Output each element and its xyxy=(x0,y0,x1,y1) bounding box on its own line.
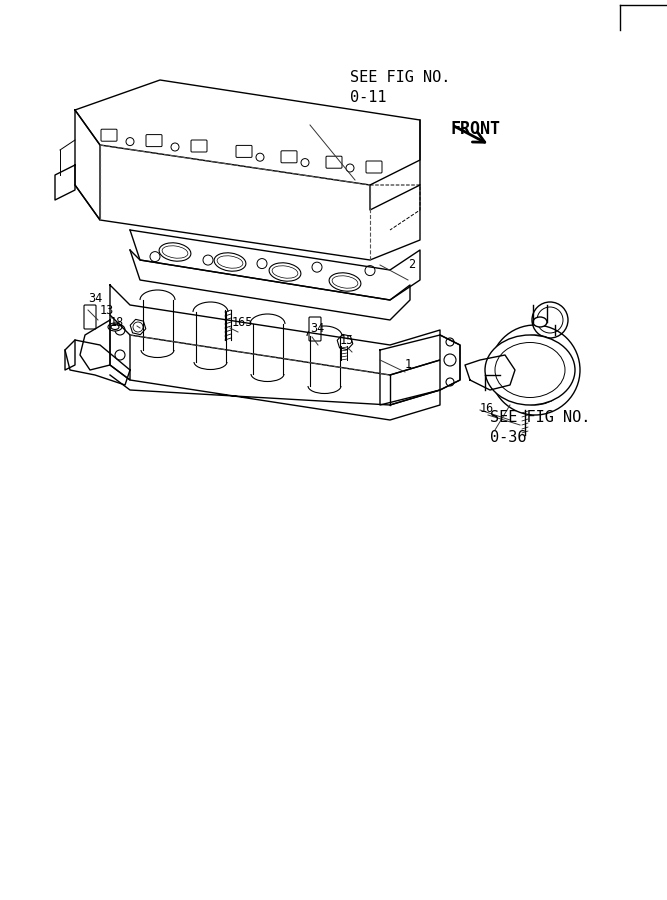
Text: 15: 15 xyxy=(340,334,354,346)
FancyBboxPatch shape xyxy=(84,305,96,329)
FancyBboxPatch shape xyxy=(366,161,382,173)
Ellipse shape xyxy=(111,325,119,329)
Ellipse shape xyxy=(214,253,246,271)
FancyBboxPatch shape xyxy=(236,146,252,158)
Ellipse shape xyxy=(269,263,301,281)
Text: FRONT: FRONT xyxy=(450,120,500,138)
FancyBboxPatch shape xyxy=(326,157,342,168)
Ellipse shape xyxy=(485,335,575,405)
Ellipse shape xyxy=(272,266,298,278)
FancyBboxPatch shape xyxy=(191,140,207,152)
Text: SEE FIG NO.
0-36: SEE FIG NO. 0-36 xyxy=(490,410,590,445)
Text: 34: 34 xyxy=(88,292,102,304)
FancyBboxPatch shape xyxy=(309,317,321,341)
Ellipse shape xyxy=(217,256,243,268)
FancyBboxPatch shape xyxy=(146,135,162,147)
FancyBboxPatch shape xyxy=(281,151,297,163)
FancyBboxPatch shape xyxy=(101,130,117,141)
Ellipse shape xyxy=(108,323,122,331)
Text: 2: 2 xyxy=(408,258,415,272)
Ellipse shape xyxy=(162,246,188,258)
Ellipse shape xyxy=(495,343,565,398)
Ellipse shape xyxy=(329,273,361,292)
Ellipse shape xyxy=(533,317,547,327)
Ellipse shape xyxy=(332,275,358,288)
Text: 16: 16 xyxy=(480,401,494,415)
Text: 1: 1 xyxy=(405,358,412,372)
Text: 34: 34 xyxy=(310,321,324,335)
Text: 165: 165 xyxy=(232,316,253,328)
Text: SEE FIG NO.
0-11: SEE FIG NO. 0-11 xyxy=(350,70,450,104)
Text: 13: 13 xyxy=(100,303,114,317)
Ellipse shape xyxy=(159,243,191,261)
Text: 18: 18 xyxy=(110,316,124,328)
